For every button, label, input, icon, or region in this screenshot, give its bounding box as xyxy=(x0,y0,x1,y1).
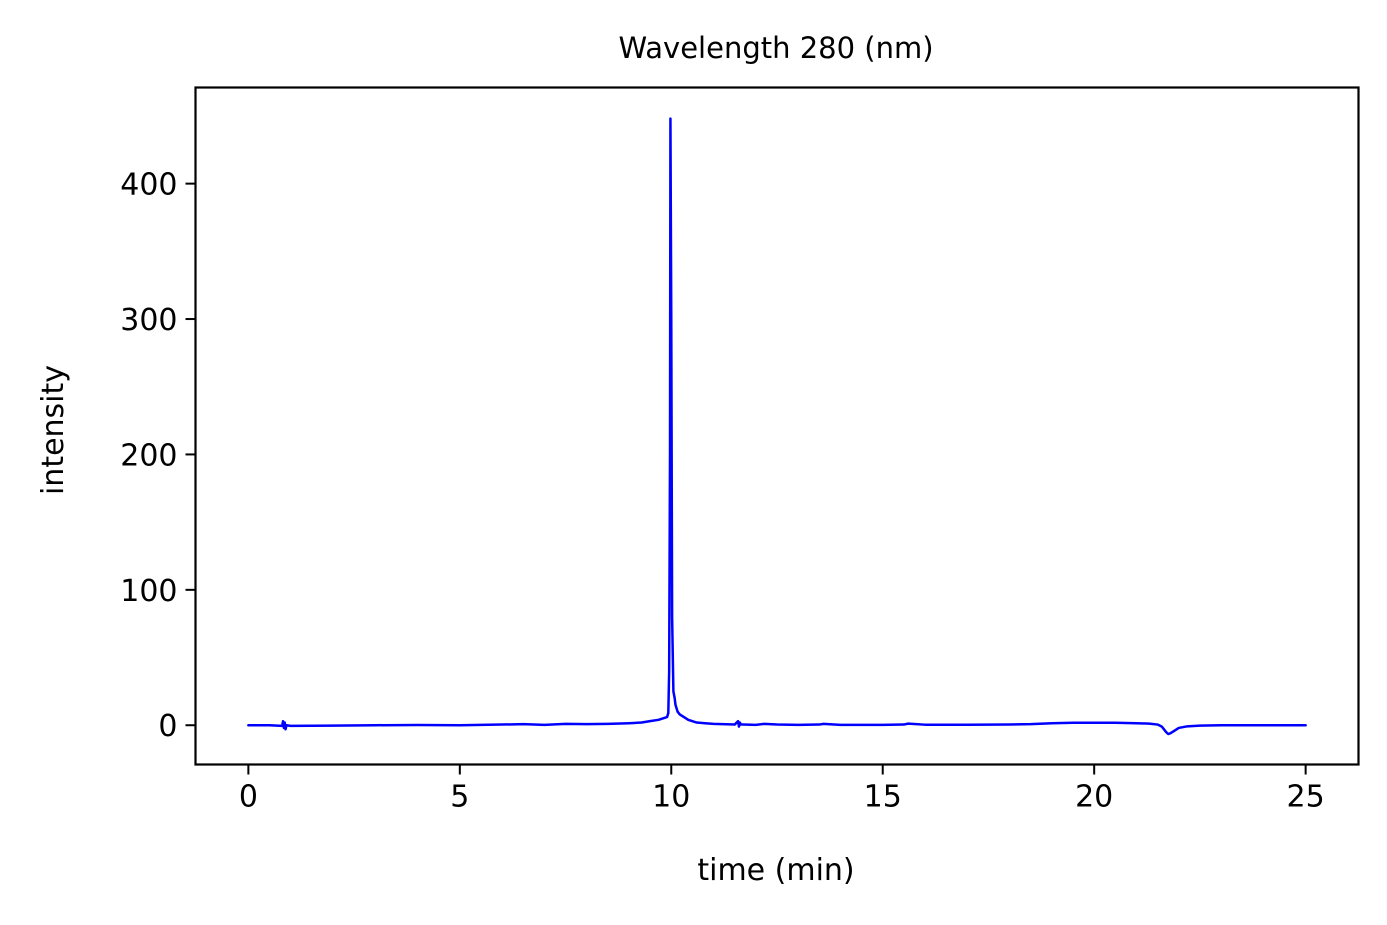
y-tick-label: 100 xyxy=(120,574,177,609)
y-axis-ticks: 0 100 200 300 400 xyxy=(120,168,196,744)
y-tick-label: 0 xyxy=(158,709,177,744)
y-tick-label: 400 xyxy=(120,168,177,203)
x-tick-label: 10 xyxy=(652,780,690,815)
x-tick-label: 0 xyxy=(239,780,258,815)
x-axis-ticks: 0 5 10 15 20 25 xyxy=(239,764,1325,815)
x-tick-label: 15 xyxy=(864,780,902,815)
x-tick-label: 20 xyxy=(1075,780,1113,815)
plot-area xyxy=(194,86,1360,766)
y-tick-label: 300 xyxy=(120,303,177,338)
series-line xyxy=(247,117,1307,736)
x-tick-label: 25 xyxy=(1287,780,1325,815)
x-tick-label: 5 xyxy=(450,780,469,815)
chart-title: Wavelength 280 (nm) xyxy=(618,31,933,65)
x-axis-label: time (min) xyxy=(697,853,854,888)
y-axis-label: intensity xyxy=(36,365,71,495)
plot-frame xyxy=(194,86,1360,766)
y-tick-label: 200 xyxy=(120,438,177,473)
